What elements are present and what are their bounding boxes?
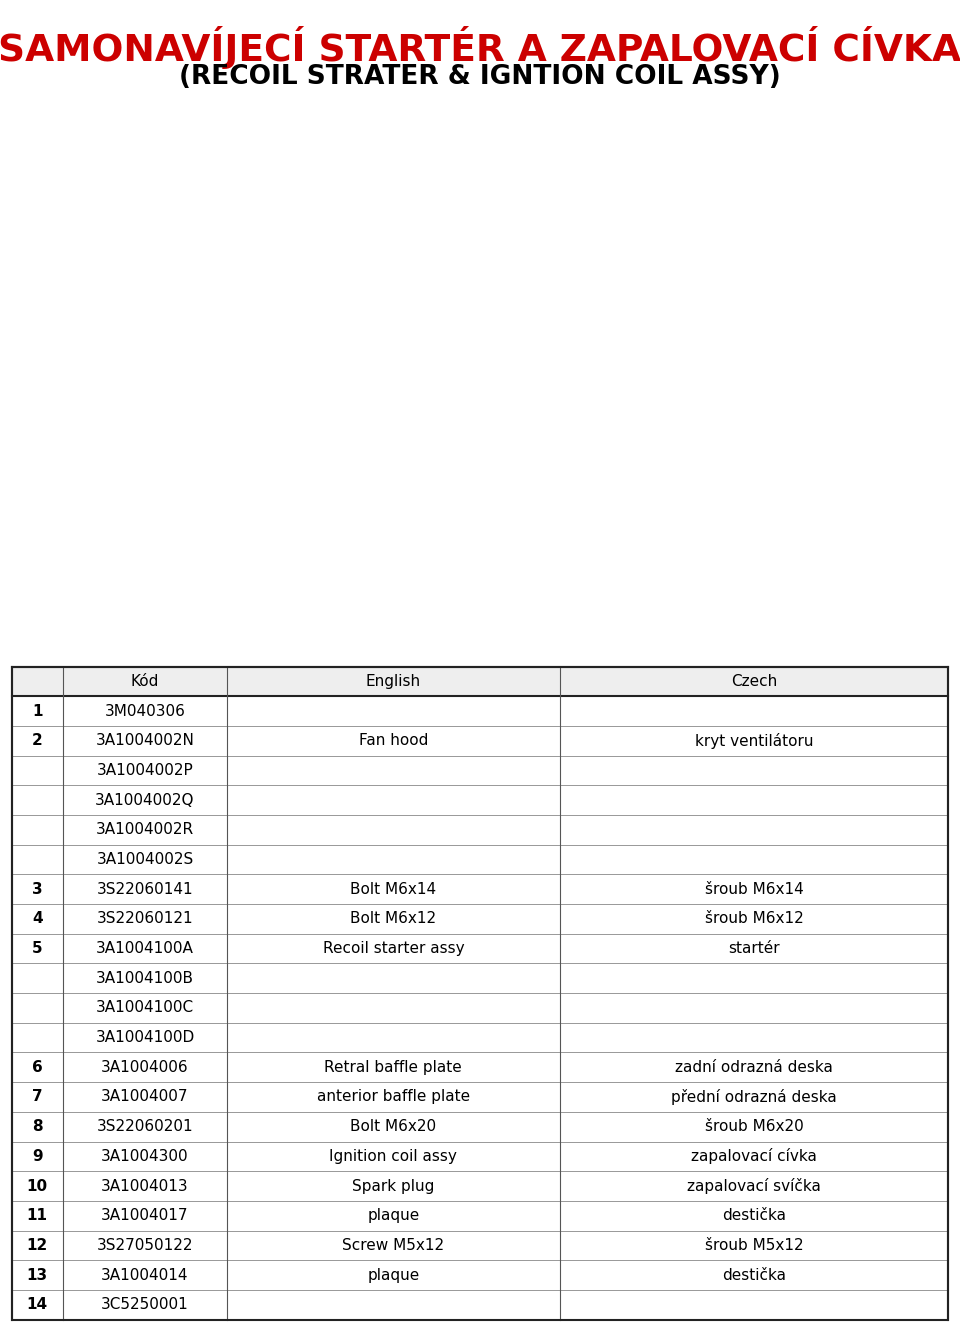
Text: kryt ventilátoru: kryt ventilátoru: [695, 733, 813, 749]
Text: Bolt M6x12: Bolt M6x12: [350, 912, 437, 926]
Text: Spark plug: Spark plug: [352, 1178, 435, 1193]
Text: 3A1004002Q: 3A1004002Q: [95, 793, 195, 808]
Text: 12: 12: [27, 1238, 48, 1253]
Text: anterior baffle plate: anterior baffle plate: [317, 1089, 469, 1105]
Bar: [12, 756, 948, 785]
Bar: [12, 1082, 948, 1112]
Text: šroub M5x12: šroub M5x12: [705, 1238, 804, 1253]
Bar: [12, 666, 948, 696]
Text: 11: 11: [27, 1208, 48, 1224]
Text: 3A1004013: 3A1004013: [101, 1178, 189, 1193]
Text: 3A1004002R: 3A1004002R: [96, 822, 194, 837]
Text: plaque: plaque: [368, 1268, 420, 1282]
Bar: [12, 1112, 948, 1141]
Text: 2: 2: [32, 733, 42, 748]
Text: Fan hood: Fan hood: [359, 733, 428, 748]
Text: 3A1004100A: 3A1004100A: [96, 941, 194, 956]
Bar: [12, 785, 948, 814]
Text: 13: 13: [27, 1268, 48, 1282]
Text: Bolt M6x14: Bolt M6x14: [350, 881, 437, 897]
Text: šroub M6x20: šroub M6x20: [705, 1120, 804, 1134]
Text: 7: 7: [32, 1089, 42, 1105]
Text: 3A1004100B: 3A1004100B: [96, 970, 194, 985]
Text: 9: 9: [32, 1149, 42, 1164]
Text: 3S22060121: 3S22060121: [97, 912, 193, 926]
Text: startér: startér: [729, 941, 780, 956]
Bar: [12, 1172, 948, 1201]
Text: 1: 1: [32, 704, 42, 718]
Text: zadní odrazná deska: zadní odrazná deska: [675, 1060, 833, 1074]
Text: Retral baffle plate: Retral baffle plate: [324, 1060, 462, 1074]
Bar: [12, 1290, 948, 1320]
Bar: [12, 1022, 948, 1053]
Text: 3A1004100C: 3A1004100C: [96, 1001, 194, 1016]
Bar: [12, 993, 948, 1022]
Bar: [12, 814, 948, 845]
Text: 10: 10: [27, 1178, 48, 1193]
Bar: [12, 933, 948, 964]
Text: 3A1004014: 3A1004014: [102, 1268, 189, 1282]
Text: 3S22060141: 3S22060141: [97, 881, 193, 897]
Text: zapalovací svíčka: zapalovací svíčka: [687, 1178, 821, 1194]
Text: 3A1004002P: 3A1004002P: [97, 762, 193, 778]
Bar: [12, 874, 948, 904]
Text: přední odrazná deska: přední odrazná deska: [671, 1089, 837, 1105]
Text: Recoil starter assy: Recoil starter assy: [323, 941, 464, 956]
Text: 3A1004300: 3A1004300: [101, 1149, 189, 1164]
Text: 3: 3: [32, 881, 42, 897]
Text: Kód: Kód: [131, 674, 159, 689]
Text: 8: 8: [32, 1120, 42, 1134]
Bar: [12, 1141, 948, 1172]
Text: plaque: plaque: [368, 1208, 420, 1224]
Text: 14: 14: [27, 1297, 48, 1312]
Text: zapalovací cívka: zapalovací cívka: [691, 1148, 817, 1165]
Bar: [12, 964, 948, 993]
Text: (RECOIL STRATER & IGNTION COIL ASSY): (RECOIL STRATER & IGNTION COIL ASSY): [180, 64, 780, 91]
Text: SAMONAVÍJECÍ STARTÉR A ZAPALOVACÍ CÍVKA: SAMONAVÍJECÍ STARTÉR A ZAPALOVACÍ CÍVKA: [0, 27, 960, 69]
Text: English: English: [366, 674, 420, 689]
Text: šroub M6x14: šroub M6x14: [705, 881, 804, 897]
Bar: [12, 726, 948, 756]
Text: Ignition coil assy: Ignition coil assy: [329, 1149, 457, 1164]
Bar: [12, 696, 948, 726]
Text: 3A1004006: 3A1004006: [101, 1060, 189, 1074]
Text: 4: 4: [32, 912, 42, 926]
Bar: [12, 1201, 948, 1230]
Text: destička: destička: [722, 1268, 786, 1282]
Text: 5: 5: [32, 941, 42, 956]
Bar: [12, 100, 948, 653]
Text: 3A1004100D: 3A1004100D: [95, 1030, 195, 1045]
Text: 6: 6: [32, 1060, 42, 1074]
Bar: [12, 1260, 948, 1290]
Text: 3A1004002S: 3A1004002S: [96, 852, 194, 866]
Text: 3S22060201: 3S22060201: [97, 1120, 193, 1134]
Text: 3A1004002N: 3A1004002N: [96, 733, 195, 748]
Text: Screw M5x12: Screw M5x12: [343, 1238, 444, 1253]
Text: destička: destička: [722, 1208, 786, 1224]
Bar: [12, 904, 948, 933]
Text: Czech: Czech: [731, 674, 778, 689]
Text: 3M040306: 3M040306: [105, 704, 185, 718]
Text: šroub M6x12: šroub M6x12: [705, 912, 804, 926]
Text: 3A1004017: 3A1004017: [102, 1208, 189, 1224]
Text: Bolt M6x20: Bolt M6x20: [350, 1120, 437, 1134]
Bar: [12, 666, 948, 1320]
Text: 3S27050122: 3S27050122: [97, 1238, 193, 1253]
Bar: [12, 1053, 948, 1082]
Text: 3C5250001: 3C5250001: [101, 1297, 189, 1312]
Bar: [12, 1230, 948, 1260]
Text: 3A1004007: 3A1004007: [102, 1089, 189, 1105]
Bar: [12, 845, 948, 874]
